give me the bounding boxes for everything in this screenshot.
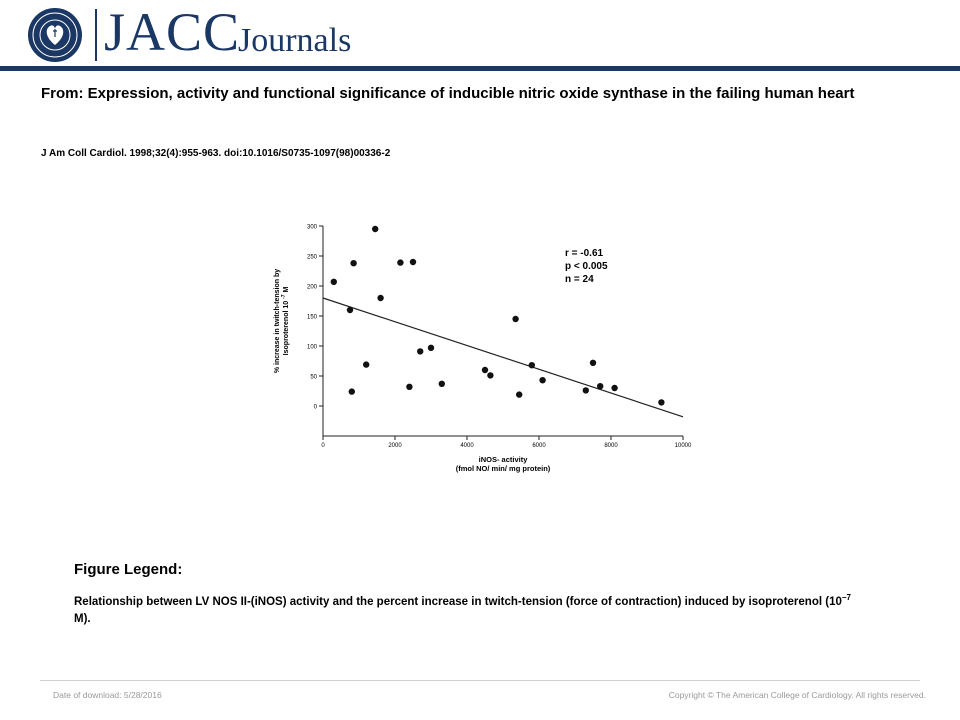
y-axis-label-line2: Isoproterenol 10 -7 M: [281, 287, 290, 356]
data-point: [597, 383, 604, 390]
x-tick-label: 10000: [675, 443, 692, 449]
legend-text-main: Relationship between LV NOS II-(iNOS) ac…: [74, 595, 842, 608]
header-rule: [0, 66, 960, 71]
y-axis-label-exponent: -7: [281, 294, 287, 299]
x-axis-label-units: (fmol NO/ min/ mg protein): [456, 464, 551, 473]
y-tick-label: 250: [307, 255, 318, 261]
data-point: [409, 258, 417, 266]
data-point: [487, 372, 494, 379]
data-point: [481, 366, 489, 374]
figure-legend-heading: Figure Legend:: [74, 561, 183, 578]
data-point: [348, 388, 355, 395]
article-citation: J Am Coll Cardiol. 1998;32(4):955-963. d…: [41, 148, 391, 159]
stat-n: n = 24: [565, 274, 594, 285]
x-axis-label: iNOS- activity: [479, 455, 529, 464]
y-tick-label: 100: [307, 345, 318, 351]
data-point: [512, 315, 519, 323]
footer-rule: [40, 680, 920, 681]
data-point: [330, 278, 337, 285]
logo-jacc-text: JACC: [104, 2, 241, 62]
x-tick-label: 4000: [460, 443, 474, 449]
header: JACC Journals: [0, 0, 960, 66]
y-tick-label: 0: [314, 405, 318, 411]
stat-r: r = -0.61: [565, 248, 604, 259]
y-axis-label: % increase in twitch-tension by: [274, 269, 281, 373]
y-tick-label: 150: [307, 315, 318, 321]
data-point: [539, 377, 546, 384]
legend-text-end: M).: [74, 612, 91, 625]
chart-stats: r = -0.61 p < 0.005 n = 24: [565, 247, 608, 286]
scatter-chart: 0 50 100 150 200 250 300 0 2000 4000 6000 8000 10000…: [262, 210, 702, 490]
regression-line: [322, 297, 684, 418]
y-tick-label: 50: [310, 375, 317, 381]
x-tick-label: 6000: [532, 443, 546, 449]
data-point: [397, 259, 404, 266]
y-axis-label-unit: M: [283, 287, 290, 295]
x-tick-label: 2000: [388, 443, 402, 449]
y-axis-label-base: Isoproterenol 10: [283, 299, 290, 355]
x-tick-label: 8000: [604, 443, 618, 449]
data-point: [346, 306, 354, 314]
logo-journals-text: Journals: [238, 22, 352, 59]
data-point: [528, 362, 535, 369]
legend-text-exponent: −7: [841, 593, 851, 602]
y-tick-label: 200: [307, 285, 318, 291]
figure-legend-text: Relationship between LV NOS II-(iNOS) ac…: [74, 589, 851, 628]
data-point: [417, 348, 424, 355]
y-tick-label: 300: [307, 225, 318, 231]
chart-canvas: 0 50 100 150 200 250 300 0 2000 4000 6000 8000 10000…: [274, 225, 692, 474]
data-point: [406, 383, 413, 390]
x-tick-label: 0: [321, 443, 325, 449]
data-point: [582, 387, 589, 394]
article-title: From: Expression, activity and functiona…: [41, 85, 855, 102]
stat-p: p < 0.005: [565, 261, 608, 272]
data-point: [611, 384, 618, 392]
data-point: [516, 391, 523, 398]
logo-divider: [95, 9, 97, 61]
data-point: [363, 361, 370, 368]
data-point: [372, 225, 379, 233]
copyright-notice: Copyright © The American College of Card…: [668, 690, 926, 700]
data-point: [377, 294, 384, 302]
data-point: [438, 380, 445, 387]
data-point: [658, 399, 665, 406]
data-point: [427, 344, 435, 351]
data-point: [350, 260, 357, 267]
acc-seal-logo: [28, 8, 82, 62]
data-point: [589, 359, 597, 366]
download-date: Date of download: 5/28/2016: [53, 690, 162, 700]
